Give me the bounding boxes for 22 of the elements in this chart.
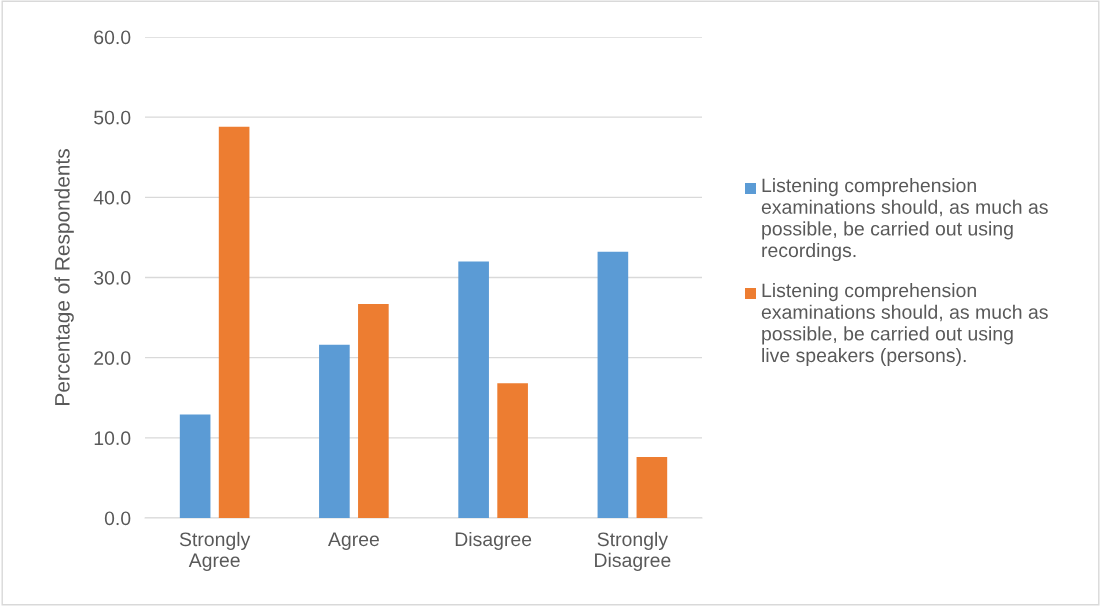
bar: [218, 126, 250, 518]
bar: [358, 303, 389, 518]
y-axis-title: Percentage of Respondents: [54, 149, 74, 405]
x-tick-label: Strongly Disagree: [595, 531, 671, 571]
y-tick-label: 0.0: [104, 511, 131, 526]
x-tick-label: Strongly Agree: [179, 531, 251, 571]
y-tick-label: 40.0: [93, 190, 131, 205]
y-tick-label: 20.0: [94, 351, 131, 365]
x-tick-label: Disagree: [455, 531, 532, 551]
bar: [458, 261, 489, 518]
bar: [179, 414, 211, 518]
legend-label: Listening comprehension examinations should, as much as possible, be carried out using recordings.: [761, 178, 1048, 262]
y-tick-label: 30.0: [94, 270, 131, 285]
bar: [497, 383, 528, 518]
y-tick-label: 50.0: [94, 110, 131, 125]
legend-label: Listening comprehension examinations should, as much as possible, be carried out using live speakers (persons).: [761, 283, 1048, 367]
bar: [319, 344, 350, 518]
bar: [597, 251, 629, 518]
y-tick-label: 10.0: [94, 431, 131, 446]
bar: [636, 457, 668, 518]
x-tick-label: Agree: [327, 532, 379, 551]
y-tick-label: 60.0: [94, 30, 131, 45]
